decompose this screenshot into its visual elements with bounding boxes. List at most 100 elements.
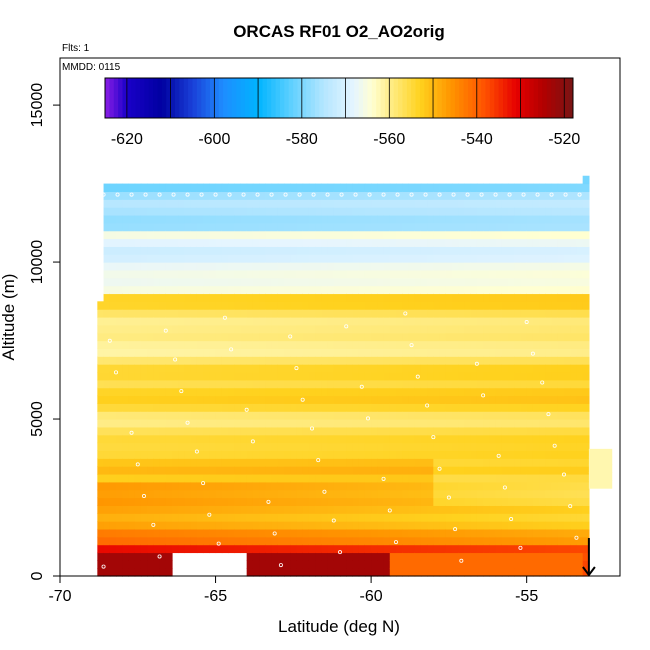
heat-cell — [209, 207, 217, 216]
heat-cell — [588, 456, 613, 466]
heat-cell — [358, 324, 366, 334]
heat-cell — [252, 364, 260, 373]
heat-cell — [116, 528, 123, 538]
heat-cell — [184, 191, 192, 200]
observation-point — [114, 370, 119, 375]
heat-cell — [570, 560, 578, 569]
heat-cell — [209, 222, 217, 232]
heat-cell — [252, 199, 260, 208]
heat-cell — [458, 332, 466, 342]
heat-cell — [122, 552, 130, 561]
heat-cell — [259, 411, 266, 420]
observation-point — [577, 192, 582, 197]
heat-cell — [327, 191, 335, 200]
heat-cell — [532, 403, 540, 412]
heat-cell — [483, 481, 490, 491]
heat-cell — [576, 552, 584, 561]
heat-cell — [308, 348, 316, 357]
heat-cell — [414, 521, 422, 530]
heat-cell — [246, 285, 254, 295]
heat-cell — [327, 207, 335, 216]
heat-cell — [346, 191, 354, 200]
heat-cell — [396, 246, 403, 255]
heat-cell — [209, 489, 217, 499]
heat-cell — [140, 403, 148, 412]
heat-cell — [203, 317, 210, 326]
heat-cell — [452, 191, 459, 200]
heat-cell — [364, 466, 372, 475]
heat-cell — [520, 191, 528, 200]
heat-cell — [364, 560, 372, 569]
heat-cell — [277, 442, 285, 452]
heat-cell — [296, 497, 304, 506]
heat-cell — [340, 301, 347, 310]
heat-cell — [308, 403, 316, 412]
colorbar-segment — [209, 78, 215, 118]
heat-cell — [564, 293, 571, 302]
heat-cell — [290, 466, 298, 475]
heat-cell — [514, 340, 522, 349]
heat-cell — [109, 505, 117, 514]
colorbar-segment — [275, 78, 281, 118]
heat-cell — [340, 340, 347, 349]
heat-cell — [321, 356, 329, 365]
heat-cell — [221, 466, 229, 475]
heat-cell — [333, 466, 341, 475]
heat-cell — [221, 426, 229, 436]
heat-cell — [277, 466, 285, 475]
heat-cell — [483, 191, 490, 200]
heat-cell — [408, 528, 416, 538]
heat-cell — [570, 521, 578, 530]
heat-cell — [321, 293, 329, 302]
heat-cell — [209, 309, 217, 318]
heat-cell — [122, 238, 130, 247]
heat-cell — [196, 285, 204, 295]
heat-cell — [420, 458, 428, 467]
heat-cell — [520, 285, 528, 295]
heat-cell — [576, 403, 584, 412]
heat-cell — [408, 332, 416, 342]
heat-cell — [408, 262, 416, 271]
heat-cell — [240, 285, 248, 295]
heat-cell — [259, 254, 266, 263]
heat-cell — [495, 207, 503, 216]
heat-cell — [564, 442, 571, 452]
heat-cell — [215, 513, 223, 522]
heat-cell — [532, 324, 540, 334]
heat-cell — [308, 199, 316, 208]
heat-cell — [178, 473, 186, 483]
heat-cell — [545, 419, 553, 428]
heat-cell — [495, 513, 503, 522]
heat-cell — [495, 411, 503, 420]
heat-cell — [364, 536, 372, 546]
heat-cell — [570, 442, 578, 452]
heat-cell — [514, 466, 522, 475]
heat-cell — [321, 285, 329, 295]
heat-cell — [476, 521, 484, 530]
heat-cell — [140, 285, 148, 295]
heat-cell — [377, 254, 385, 263]
heat-cell — [333, 183, 341, 193]
heat-cell — [240, 214, 248, 224]
heat-cell — [551, 552, 559, 561]
heat-cell — [178, 466, 186, 475]
heat-cell — [190, 536, 198, 546]
heat-cell — [128, 356, 136, 365]
heat-cell — [327, 568, 335, 577]
heat-cell — [259, 568, 266, 577]
heat-cell — [470, 254, 478, 263]
heat-cell — [389, 434, 397, 444]
heat-cell — [315, 293, 322, 302]
heat-cell — [116, 277, 123, 287]
heat-cell — [576, 285, 584, 295]
heat-cell — [277, 301, 285, 310]
heat-cell — [576, 458, 584, 467]
heat-cell — [134, 191, 142, 200]
heat-cell — [159, 269, 167, 279]
heat-cell — [570, 309, 578, 318]
heat-cell — [483, 450, 490, 459]
heat-cell — [215, 442, 223, 452]
heat-cell — [209, 371, 217, 381]
heat-cell — [315, 332, 322, 342]
heat-cell — [377, 199, 385, 208]
